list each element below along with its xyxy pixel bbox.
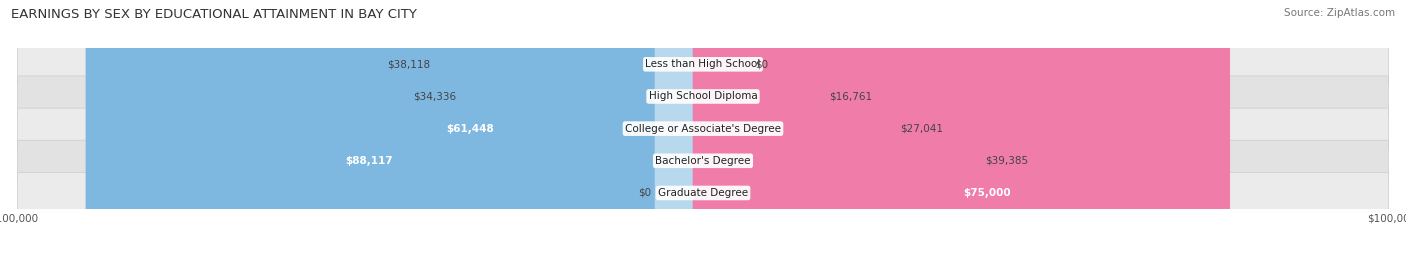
FancyBboxPatch shape: [17, 44, 1389, 85]
FancyBboxPatch shape: [17, 172, 1389, 214]
Text: $88,117: $88,117: [346, 156, 392, 166]
Text: $34,336: $34,336: [413, 91, 456, 102]
Text: $38,118: $38,118: [387, 59, 430, 69]
Text: EARNINGS BY SEX BY EDUCATIONAL ATTAINMENT IN BAY CITY: EARNINGS BY SEX BY EDUCATIONAL ATTAINMEN…: [11, 8, 418, 21]
FancyBboxPatch shape: [17, 108, 1389, 149]
FancyBboxPatch shape: [86, 0, 713, 268]
FancyBboxPatch shape: [17, 76, 1389, 117]
FancyBboxPatch shape: [693, 0, 828, 268]
Text: $61,448: $61,448: [446, 124, 494, 134]
Text: $0: $0: [755, 59, 768, 69]
FancyBboxPatch shape: [270, 0, 713, 268]
FancyBboxPatch shape: [696, 0, 751, 268]
FancyBboxPatch shape: [693, 0, 984, 268]
Text: High School Diploma: High School Diploma: [648, 91, 758, 102]
Text: Bachelor's Degree: Bachelor's Degree: [655, 156, 751, 166]
FancyBboxPatch shape: [655, 0, 710, 268]
Text: Graduate Degree: Graduate Degree: [658, 188, 748, 198]
Text: $0: $0: [638, 188, 651, 198]
Text: $16,761: $16,761: [828, 91, 872, 102]
FancyBboxPatch shape: [456, 0, 713, 268]
Text: College or Associate's Degree: College or Associate's Degree: [626, 124, 780, 134]
Text: $27,041: $27,041: [900, 124, 942, 134]
FancyBboxPatch shape: [17, 140, 1389, 181]
FancyBboxPatch shape: [430, 0, 713, 268]
Text: $75,000: $75,000: [963, 188, 1011, 198]
Text: Less than High School: Less than High School: [645, 59, 761, 69]
FancyBboxPatch shape: [693, 0, 1230, 268]
Text: $39,385: $39,385: [984, 156, 1028, 166]
FancyBboxPatch shape: [693, 0, 900, 268]
Text: Source: ZipAtlas.com: Source: ZipAtlas.com: [1284, 8, 1395, 18]
